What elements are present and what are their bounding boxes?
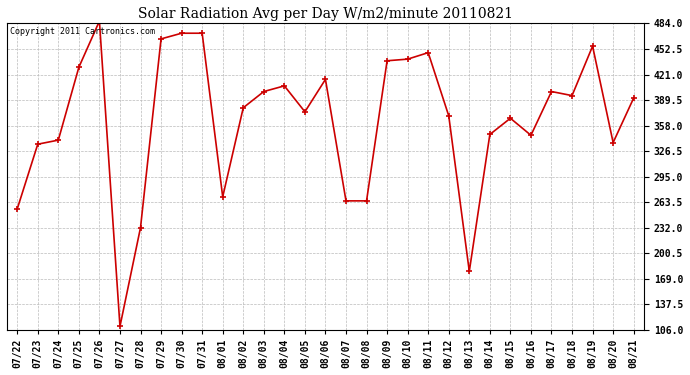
Title: Solar Radiation Avg per Day W/m2/minute 20110821: Solar Radiation Avg per Day W/m2/minute … (138, 7, 513, 21)
Text: Copyright 2011 Cartronics.com: Copyright 2011 Cartronics.com (10, 27, 155, 36)
